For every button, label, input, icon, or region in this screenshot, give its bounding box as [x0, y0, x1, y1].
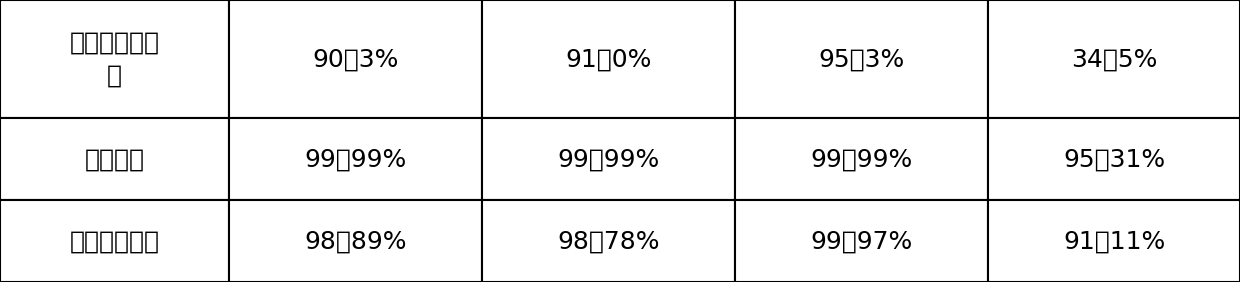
Bar — [482, 118, 735, 200]
Text: 95．3%: 95．3% — [818, 47, 905, 71]
Bar — [735, 200, 988, 282]
Text: 99．99%: 99．99% — [558, 147, 660, 171]
Bar — [482, 0, 735, 118]
Text: 34．5%: 34．5% — [1071, 47, 1157, 71]
Bar — [988, 200, 1240, 282]
Bar — [988, 0, 1240, 118]
Bar — [735, 118, 988, 200]
Bar — [735, 0, 988, 118]
Bar — [229, 200, 482, 282]
Text: 95．31%: 95．31% — [1063, 147, 1166, 171]
Text: 91．11%: 91．11% — [1063, 229, 1166, 253]
Bar — [0, 200, 229, 282]
Bar — [0, 0, 229, 118]
Text: 99．99%: 99．99% — [811, 147, 913, 171]
Text: 99．99%: 99．99% — [305, 147, 407, 171]
Text: 可见光降解效
率: 可见光降解效 率 — [69, 30, 160, 88]
Text: 杀菌效率: 杀菌效率 — [84, 147, 145, 171]
Text: 空气进化性能: 空气进化性能 — [69, 229, 160, 253]
Bar — [0, 118, 229, 200]
Bar — [482, 200, 735, 282]
Text: 98．78%: 98．78% — [558, 229, 660, 253]
Text: 98．89%: 98．89% — [305, 229, 407, 253]
Text: 91．0%: 91．0% — [565, 47, 652, 71]
Bar — [988, 118, 1240, 200]
Text: 99．97%: 99．97% — [811, 229, 913, 253]
Bar — [229, 0, 482, 118]
Text: 90．3%: 90．3% — [312, 47, 399, 71]
Bar — [229, 118, 482, 200]
